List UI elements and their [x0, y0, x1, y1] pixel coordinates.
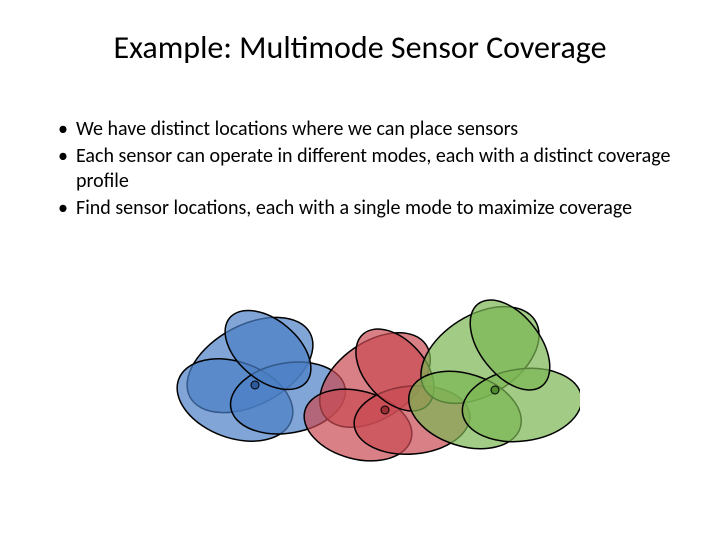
bullet-item: Each sensor can operate in different mod…: [58, 144, 680, 194]
ellipse-diagram: [140, 270, 580, 500]
bullet-item: Find sensor locations, each with a singl…: [58, 196, 680, 221]
sensor-location-dot: [251, 381, 259, 389]
bullet-item: We have distinct locations where we can …: [58, 117, 680, 142]
sensor-location-dot: [491, 386, 499, 394]
page-title: Example: Multimode Sensor Coverage: [40, 28, 680, 67]
sensor-location-dot: [381, 406, 389, 414]
bullet-list: We have distinct locations where we can …: [40, 117, 680, 221]
